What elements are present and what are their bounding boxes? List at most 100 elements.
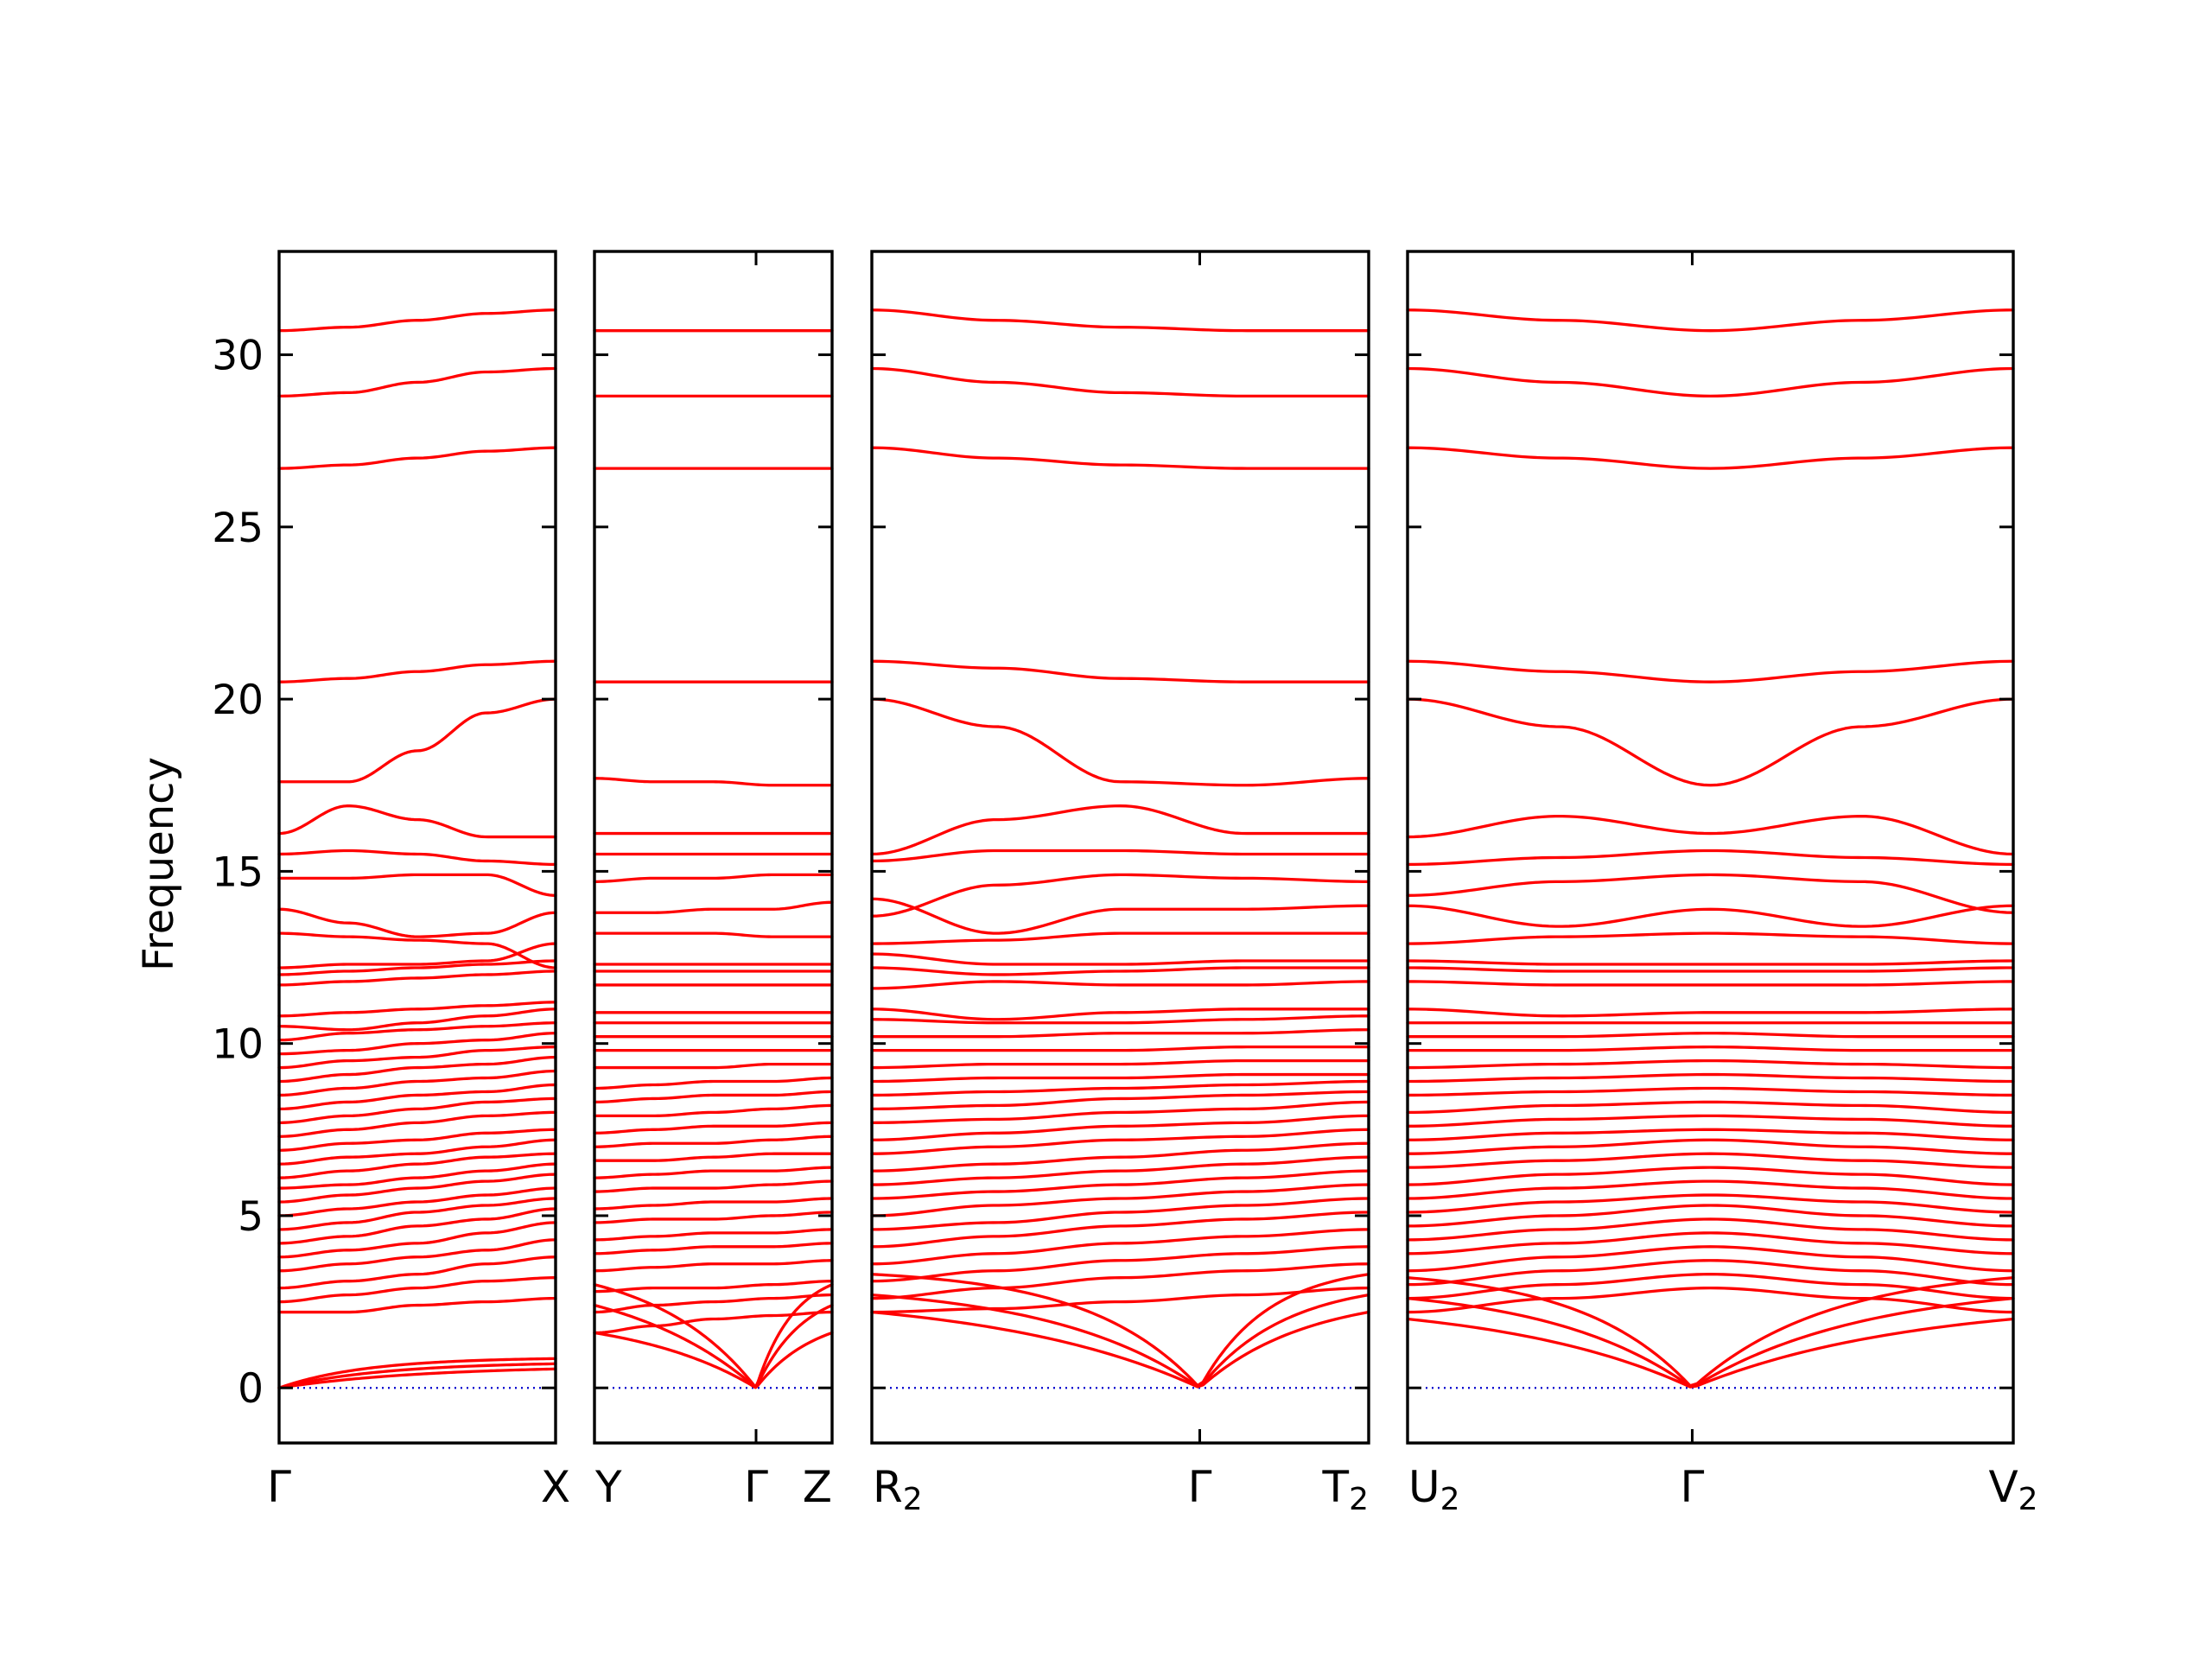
band-curve (277, 659, 557, 683)
band-curve (1406, 1086, 2015, 1097)
band-curve (870, 1028, 1370, 1039)
band-curve (277, 1276, 557, 1304)
band-curve (277, 907, 557, 938)
band-curve (593, 1242, 834, 1255)
band-curve (1406, 1152, 2015, 1169)
panel-frame (277, 250, 557, 1445)
band-curve (593, 1280, 834, 1294)
band-curve (593, 1076, 834, 1090)
band-curve (1406, 366, 2015, 398)
band-curve (277, 1128, 557, 1152)
band-curve (870, 308, 1370, 333)
band-curve (277, 308, 557, 333)
band-curve (277, 1138, 557, 1166)
y-tick-label: 0 (238, 1365, 264, 1413)
band-curve (1406, 815, 2015, 856)
x-axis-labels: Γ X Y Γ Z R2 Γ T2 U2 Γ V2 (267, 1462, 2037, 1517)
y-tick-label: 30 (212, 333, 264, 380)
band-curve (870, 980, 1370, 990)
band-curve (1406, 1204, 2015, 1228)
band-curve (277, 366, 557, 398)
x-tick-label: Z (803, 1462, 832, 1512)
band-curve (277, 1007, 557, 1032)
band-curve (1406, 1287, 2015, 1314)
band-curve (1406, 1100, 2015, 1115)
x-tick-label: R2 (873, 1462, 923, 1517)
band-curve (277, 1021, 557, 1042)
band-curve (593, 900, 834, 914)
band-curve (870, 1014, 1370, 1025)
band-curve (277, 1255, 557, 1290)
band-curve (870, 1245, 1370, 1283)
band-curve (870, 1079, 1370, 1097)
band-curve (277, 969, 557, 987)
band-curve (593, 1090, 834, 1104)
panel-frame (593, 250, 834, 1445)
y-tick-label: 15 (212, 849, 264, 896)
band-curve (870, 1169, 1370, 1200)
band-curve (277, 1173, 557, 1204)
band-curve (1406, 873, 2015, 914)
band-curve (277, 1055, 557, 1084)
band-curve (1406, 980, 2015, 987)
band-curve (277, 1096, 557, 1124)
band-curve (593, 1197, 834, 1211)
band-curve (870, 697, 1370, 787)
band-curve (593, 1135, 834, 1148)
band-curve (1406, 959, 2015, 966)
x-tick-label: U2 (1408, 1462, 1460, 1517)
band-curve (1406, 1217, 2015, 1242)
band-curve (593, 873, 834, 884)
band-curve (277, 959, 557, 976)
band-curve (1406, 1245, 2015, 1273)
x-tick-label: Γ (1188, 1462, 1212, 1512)
band-curve (593, 1310, 834, 1335)
band-curve (1406, 697, 2015, 787)
panel-frame (870, 250, 1370, 1445)
band-curve (870, 1007, 1370, 1021)
band-curve (870, 966, 1370, 976)
band-curve (1406, 1114, 2015, 1128)
band-curve (1406, 931, 2015, 945)
band-curve (870, 1310, 1370, 1389)
band-curve (593, 931, 834, 938)
band-curve (1406, 1317, 2015, 1389)
band-curve (870, 659, 1370, 683)
band-curve (870, 849, 1370, 863)
band-curve (593, 1259, 834, 1273)
band-curve (870, 804, 1370, 856)
band-curve (277, 1238, 557, 1273)
band-curve (870, 952, 1370, 966)
band-curve (870, 1046, 1370, 1052)
band-curve (870, 897, 1370, 935)
band-curve (593, 777, 834, 787)
band-curve (277, 1207, 557, 1245)
band-curve (1406, 849, 2015, 867)
panel-frames (277, 250, 2015, 1445)
band-curve (870, 366, 1370, 398)
band-curve (1406, 1007, 2015, 1018)
band-curve (277, 1197, 557, 1231)
band-curve (870, 1100, 1370, 1124)
band-curve (593, 1121, 834, 1135)
band-curve (1406, 1273, 2015, 1300)
band-curve (277, 804, 557, 839)
band-curve (277, 1367, 557, 1389)
band-curve (1406, 308, 2015, 333)
band-curve (870, 1197, 1370, 1231)
band-curve (277, 446, 557, 470)
band-curve (1406, 1166, 2015, 1186)
band-curve (870, 1273, 1370, 1388)
band-curve (1406, 1193, 2015, 1214)
panel-frame (1406, 250, 2015, 1445)
band-curve (870, 1058, 1370, 1070)
band-curve (277, 1001, 557, 1018)
y-tick-label: 25 (212, 505, 264, 552)
band-curve (277, 873, 557, 897)
x-tick-label: X (541, 1462, 570, 1512)
band-curve (277, 1186, 557, 1217)
x-tick-label: Γ (744, 1462, 768, 1512)
band-curve (593, 1211, 834, 1224)
band-curve (870, 1228, 1370, 1266)
x-tick-label: Y (594, 1462, 622, 1512)
